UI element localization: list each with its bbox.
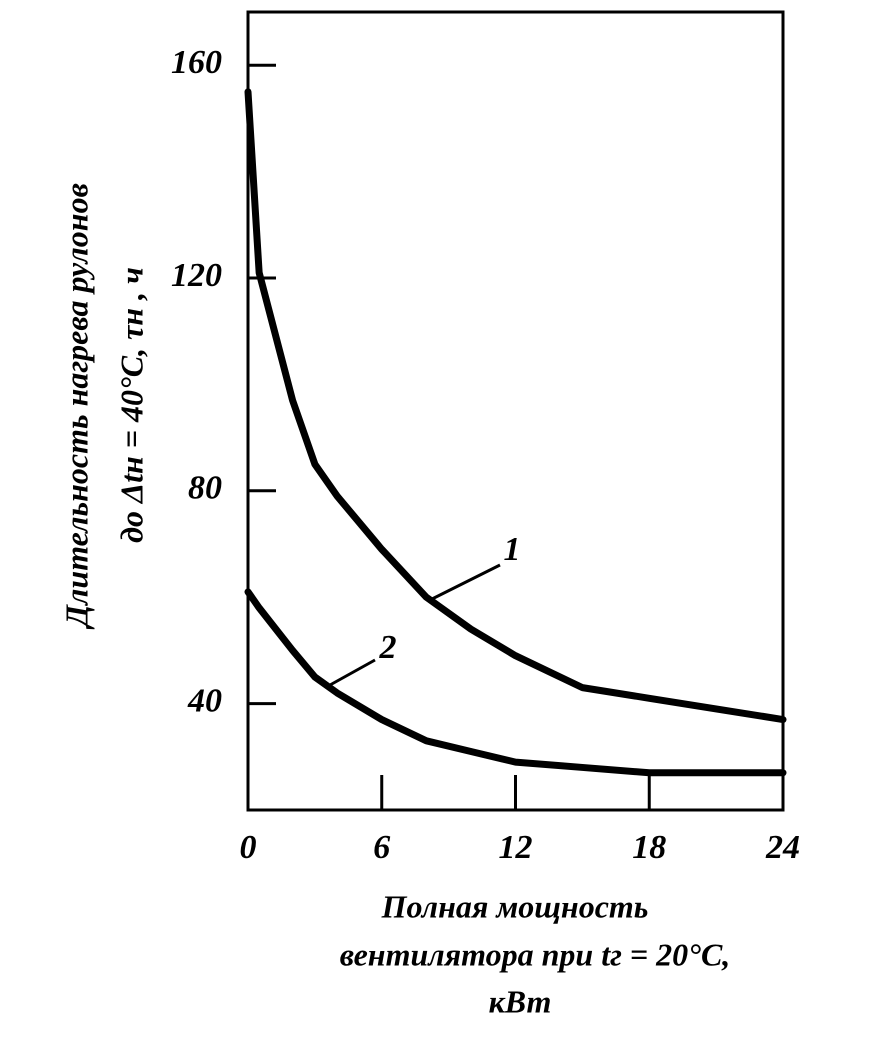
x-tick-label: 18 <box>632 829 666 866</box>
x-axis-label: вентилятора при tг = 20°C, <box>340 936 731 972</box>
curve-label: 2 <box>379 629 397 666</box>
x-tick-label: 12 <box>499 829 533 866</box>
x-axis-label: Полная мощность <box>381 888 649 924</box>
y-axis-label: до Δtн = 40°C, τн , ч <box>113 267 149 543</box>
curve <box>244 588 787 777</box>
y-tick-label: 80 <box>188 470 222 507</box>
x-tick-label: 6 <box>373 829 390 866</box>
x-tick-label: 0 <box>240 829 257 866</box>
x-axis-label: кВт <box>489 983 552 1019</box>
x-tick-label: 24 <box>765 829 800 866</box>
leader-line <box>329 658 376 687</box>
curve-label: 1 <box>504 531 521 568</box>
y-tick-label: 40 <box>187 682 222 719</box>
y-tick-label: 160 <box>171 44 222 81</box>
curve <box>244 88 787 724</box>
leader-line <box>429 563 501 602</box>
y-tick-label: 120 <box>171 257 222 294</box>
y-axis-label: Длительность нагрева рулонов <box>58 183 94 630</box>
